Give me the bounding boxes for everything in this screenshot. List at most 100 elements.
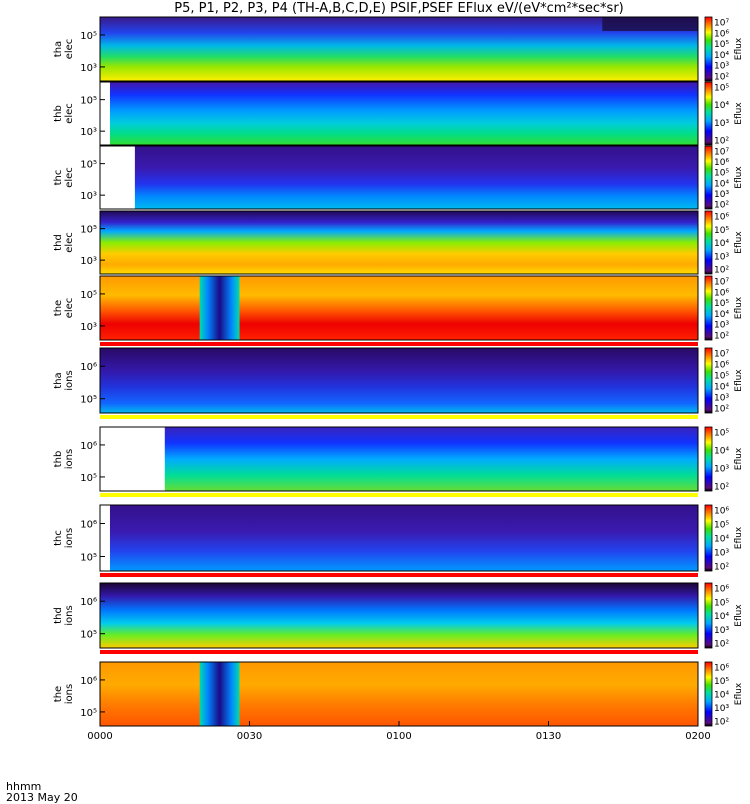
- colorbar-tick: 10²: [714, 201, 729, 211]
- colorbar-label: Eflux: [734, 231, 744, 254]
- colorbar-tick: 10⁶: [714, 664, 729, 674]
- panel-frame: [99, 504, 699, 572]
- colorbar-label: Eflux: [734, 296, 744, 319]
- colorbar-tick: 10⁴: [714, 447, 729, 457]
- noise-band: [602, 17, 698, 32]
- colorbar-tick: 10³: [714, 190, 729, 200]
- colorbar-tha-ions: [704, 347, 713, 414]
- panel-the-ions: theions 10⁶ 10⁵ 10⁶ 10⁵ 10⁴ 10³ 10² Eflux: [53, 661, 744, 728]
- colorbar-tick: 10⁶: [714, 158, 729, 168]
- colorbar-tick: 10²: [714, 563, 729, 573]
- colorbar-tick: 10³: [714, 119, 729, 129]
- colorbar-label: Eflux: [734, 682, 744, 705]
- ytick-label: 10⁶: [80, 441, 97, 452]
- colorbar-tick: 10²: [714, 73, 729, 83]
- colorbar-label: Eflux: [734, 526, 744, 549]
- spectrogram-thd-ions: [100, 583, 698, 648]
- colorbar-the-elec: [704, 275, 713, 341]
- colorbar-thc-ions: [704, 504, 713, 572]
- panel-frame: [99, 275, 699, 341]
- panel-thc-ions: thcions 10⁶ 10⁵ 10⁶ 10⁵ 10⁴ 10³ 10² Eflux: [53, 504, 744, 577]
- colorbar-label: Eflux: [734, 604, 744, 627]
- data-gap-the-elec: [199, 276, 240, 340]
- colorbar-tick: 10⁴: [714, 612, 729, 622]
- colorbar-tick: 10³: [714, 321, 729, 331]
- panel-thb-elec: thbelec 10⁵ 10³ 10⁵ 10⁴ 10³ 10² Eflux: [53, 81, 744, 147]
- colorbar-tick: 10⁵: [714, 299, 729, 309]
- ylabel-tha-elec: thaelec: [53, 39, 75, 60]
- ytick-label: 10³: [80, 63, 97, 74]
- spectrogram-thd-elec: [100, 211, 698, 274]
- spectrogram-the-elec: [100, 276, 698, 340]
- colorbar-tick: 10⁵: [714, 429, 729, 439]
- colorbar-label: Eflux: [734, 102, 744, 125]
- ytick-label: 10³: [80, 127, 97, 138]
- colorbar-thd-elec: [704, 210, 713, 275]
- flag-bar: [100, 415, 698, 419]
- ytick-label: 10⁵: [80, 395, 97, 406]
- colorbar-tick: 10⁴: [714, 535, 729, 545]
- colorbar-tick: 10³: [714, 394, 729, 404]
- flag-bar: [100, 573, 698, 577]
- panel-frame: [99, 81, 699, 146]
- colorbar-tick: 10⁶: [714, 29, 729, 39]
- spectrogram-tha-ions: [100, 348, 698, 413]
- panel-thd-elec: thdelec 10⁵ 10³ 10⁶ 10⁵ 10⁴ 10³ 10² Eflux: [53, 210, 744, 276]
- colorbar-tick: 10³: [714, 62, 729, 72]
- colorbar-tick: 10⁶: [714, 361, 729, 371]
- data-gap-the-ions: [199, 662, 240, 726]
- ytick-label: 10⁶: [80, 676, 97, 687]
- ylabel-thb-ions: thbions: [53, 449, 75, 469]
- ytick-label: 10⁵: [80, 160, 97, 171]
- spectrogram-tha-elec: [100, 17, 698, 81]
- colorbar-tick: 10⁵: [714, 372, 729, 382]
- colorbar-tick: 10⁴: [714, 310, 729, 320]
- ytick-label: 10⁵: [80, 290, 97, 301]
- colorbar-tick: 10⁴: [714, 179, 729, 189]
- colorbar-thd-ions: [704, 582, 713, 649]
- colorbar-tick: 10⁵: [714, 169, 729, 179]
- colorbar-thc-elec: [704, 145, 713, 210]
- xtick-label: 0100: [386, 731, 411, 742]
- panel-frame: [99, 145, 699, 210]
- colorbar-tick: 10⁵: [714, 598, 729, 608]
- colorbar-tick: 10²: [714, 332, 729, 342]
- ylabel-thc-elec: thcelec: [53, 167, 75, 188]
- ylabel-thb-elec: thbelec: [53, 103, 75, 124]
- colorbar-tick: 10⁴: [714, 101, 729, 111]
- colorbar-tick: 10³: [714, 465, 729, 475]
- colorbar-tick: 10⁶: [714, 213, 729, 223]
- spectrogram-thc-ions: [109, 505, 698, 571]
- panel-frame: [99, 210, 699, 275]
- time-format-label: hhmm: [6, 780, 42, 793]
- colorbar-tick: 10²: [714, 137, 729, 147]
- colorbar-tick: 10³: [714, 549, 729, 559]
- colorbar-tick: 10⁴: [714, 239, 729, 249]
- colorbar-tick: 10⁷: [714, 278, 729, 288]
- panel-thd-ions: thdions 10⁶ 10⁵ 10⁶ 10⁵ 10⁴ 10³ 10² Eflux: [53, 582, 744, 654]
- ytick-label: 10⁵: [80, 225, 97, 236]
- panel-frame: [99, 426, 699, 492]
- ytick-label: 10⁵: [80, 96, 97, 107]
- colorbar-tick: 10²: [714, 640, 729, 650]
- colorbar-tick: 10²: [714, 266, 729, 276]
- colorbar-label: Eflux: [734, 447, 744, 470]
- spectrogram-thc-elec: [134, 146, 699, 209]
- colorbar-label: Eflux: [734, 37, 744, 60]
- ytick-label: 10³: [80, 191, 97, 202]
- spectrogram-thb-elec: [109, 82, 698, 145]
- colorbar-tick: 10⁵: [714, 521, 729, 531]
- ylabel-the-ions: theions: [53, 684, 75, 704]
- colorbar-thb-elec: [704, 81, 713, 146]
- ytick-label: 10⁶: [80, 519, 97, 530]
- ytick-label: 10³: [80, 322, 97, 333]
- ytick-label: 10⁵: [80, 552, 97, 563]
- ylabel-thd-ions: thdions: [53, 605, 75, 625]
- colorbar-tick: 10⁵: [714, 84, 729, 94]
- ytick-label: 10⁵: [80, 708, 97, 719]
- colorbar-tick: 10³: [714, 626, 729, 636]
